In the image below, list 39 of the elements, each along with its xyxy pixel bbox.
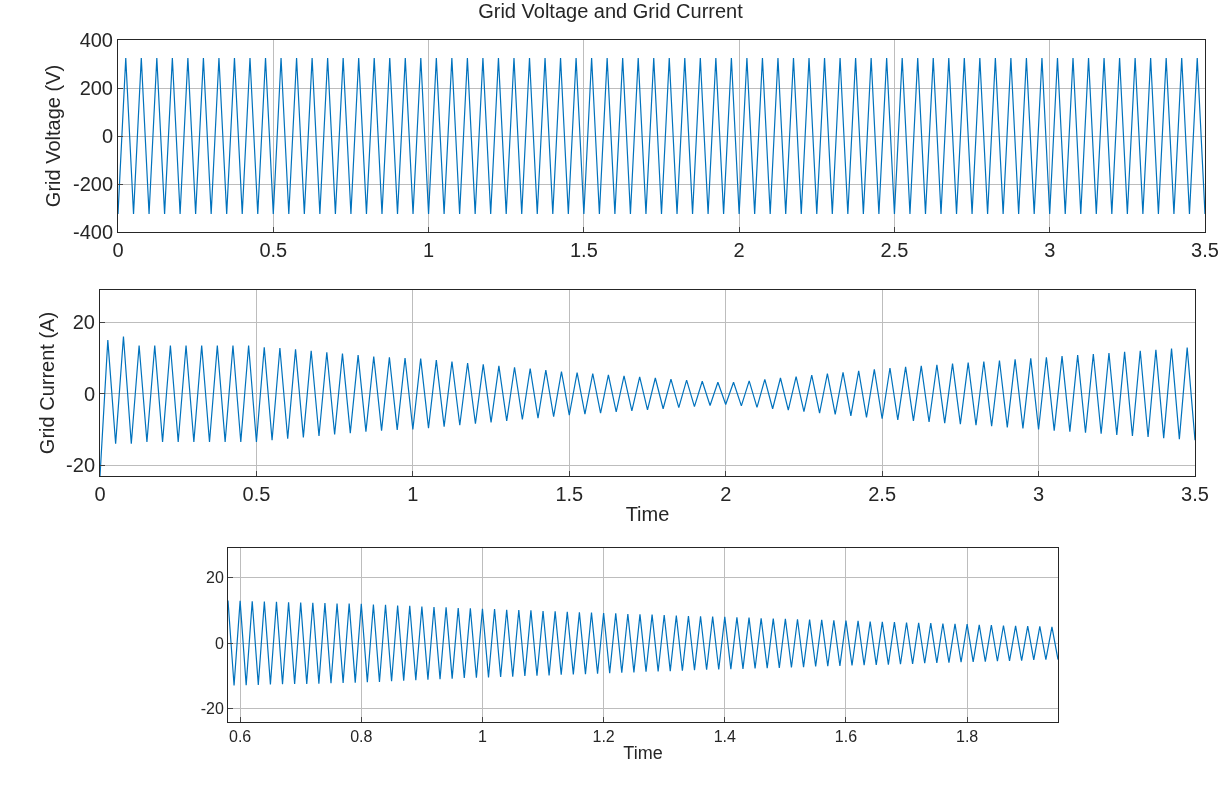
y-tick-label: 0 [83, 382, 95, 405]
x-tick-label: 0.5 [242, 483, 271, 505]
x-tick-label: 1.8 [955, 728, 979, 746]
x-tick-label: 3 [1044, 239, 1056, 261]
x-tick-label: 2 [720, 483, 732, 505]
x-tick-label: 1.6 [834, 728, 858, 746]
x-tick-label: 1 [478, 728, 487, 746]
x-tick-label: 0.8 [350, 728, 373, 746]
y-tick-label: -20 [200, 700, 224, 718]
x-axis-title: Time [623, 743, 663, 764]
x-tick-label: 1.4 [713, 728, 737, 746]
y-tick-label: -200 [72, 173, 113, 195]
x-tick-label: 2.5 [880, 239, 909, 261]
y-tick-label: 200 [79, 77, 113, 99]
line-series [228, 599, 1058, 687]
y-tick-label: 20 [206, 569, 224, 587]
x-tick-label: 1.2 [592, 728, 615, 746]
x-tick-label: 2 [733, 239, 745, 261]
y-tick-label: 20 [72, 311, 95, 334]
y-tick-label: -20 [66, 454, 95, 477]
chart-title: Grid Voltage and Grid Current [478, 0, 744, 22]
x-tick-label: 1 [423, 239, 435, 261]
x-tick-label: 1 [407, 483, 419, 505]
y-tick-label: -400 [72, 221, 113, 243]
line-series [100, 335, 1195, 476]
x-tick-label: 1.5 [569, 239, 598, 261]
y-tick-label: 0 [101, 125, 113, 147]
x-tick-label: 1.5 [555, 483, 584, 505]
x-tick-label: 0.6 [228, 728, 252, 746]
x-tick-label: 0.5 [259, 239, 288, 261]
y-tick-label: 400 [79, 29, 113, 51]
y-tick-label: 0 [214, 634, 224, 652]
y-axis-title: Grid Current (A) [35, 311, 58, 455]
x-tick-label: 3.5 [1191, 239, 1219, 261]
x-axis-title: Time [625, 502, 670, 525]
x-tick-label: 3.5 [1181, 483, 1209, 505]
y-axis-title: Grid Voltage (V) [42, 64, 65, 208]
x-tick-label: 2.5 [868, 483, 897, 505]
x-tick-label: 3 [1033, 483, 1045, 505]
